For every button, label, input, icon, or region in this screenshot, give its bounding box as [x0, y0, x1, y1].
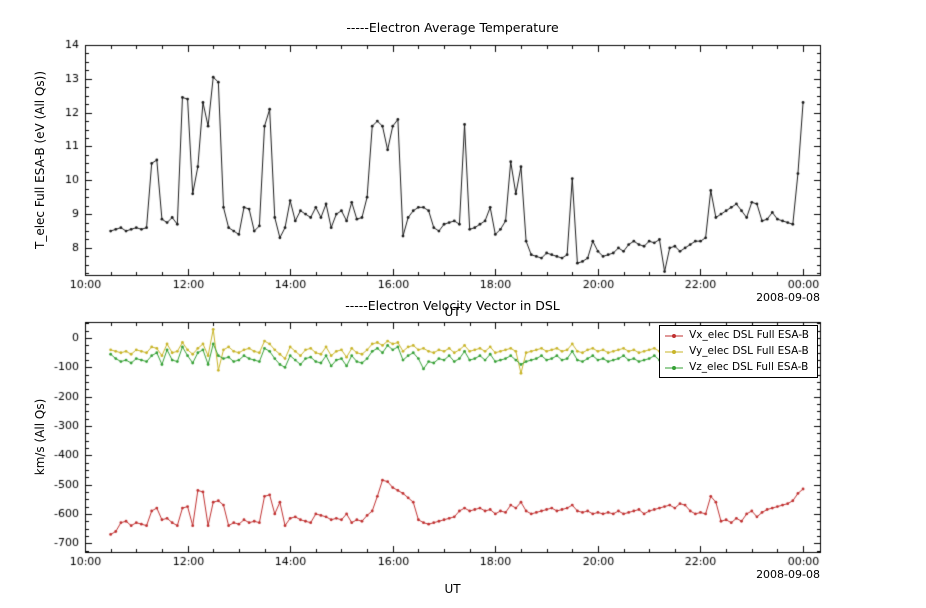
panel1-xaxis-label: UT — [444, 305, 461, 319]
legend-label: Vx_elec DSL Full ESA-B — [689, 329, 809, 341]
panel2-xaxis-label: UT — [444, 582, 461, 596]
legend-entry: Vy_elec DSL Full ESA-B — [664, 344, 809, 359]
legend-label: Vy_elec DSL Full ESA-B — [689, 345, 809, 357]
panel2-ylabel: km/s (All Qs) — [33, 398, 47, 476]
panel2-title: -----Electron Velocity Vector in DSL — [345, 298, 560, 313]
legend: Vx_elec DSL Full ESA-B Vy_elec DSL Full E… — [659, 325, 818, 378]
legend-marker-icon — [665, 349, 684, 354]
panel1-title: -----Electron Average Temperature — [346, 20, 559, 35]
legend-entry: Vx_elec DSL Full ESA-B — [664, 328, 809, 343]
panel1-ylabel: T_elec Full ESA-B (eV (All Qs)) — [33, 70, 47, 250]
legend-label: Vz_elec DSL Full ESA-B — [689, 361, 809, 373]
panel2-date-label: 2008-09-08 — [756, 568, 820, 581]
legend-marker-icon — [665, 333, 684, 338]
panel1-date-label: 2008-09-08 — [756, 291, 820, 304]
legend-marker-icon — [665, 365, 684, 370]
legend-entry: Vz_elec DSL Full ESA-B — [664, 360, 809, 375]
